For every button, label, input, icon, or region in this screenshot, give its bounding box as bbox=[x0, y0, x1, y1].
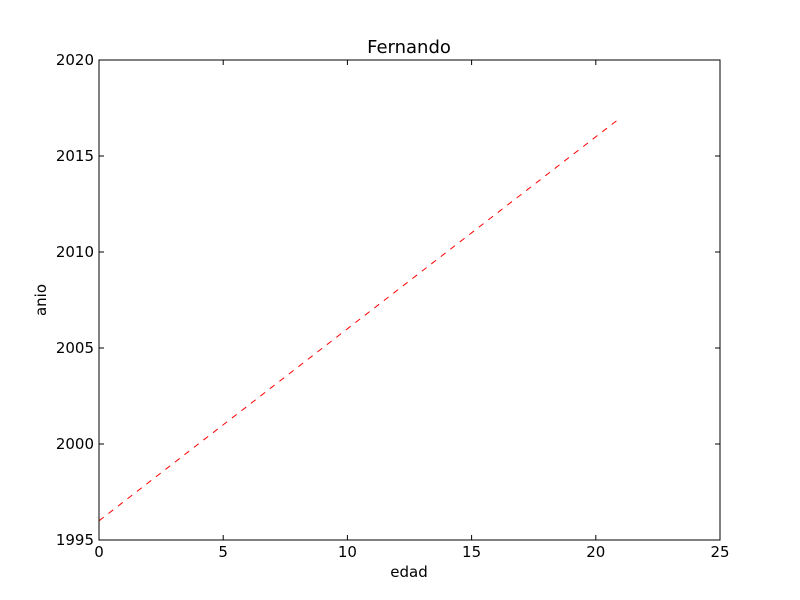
x-tick-label: 25 bbox=[710, 543, 729, 561]
series-layer bbox=[98, 117, 621, 522]
x-tick-label: 20 bbox=[586, 543, 605, 561]
x-tick-label: 5 bbox=[218, 543, 228, 561]
y-tick-label: 2005 bbox=[56, 339, 94, 357]
x-axis-label: edad bbox=[390, 563, 427, 581]
y-tick-label: 2015 bbox=[56, 147, 94, 165]
x-axis-ticks: 0 5 10 15 20 25 bbox=[94, 60, 730, 561]
y-tick-label: 2000 bbox=[56, 435, 94, 453]
y-tick-label: 1995 bbox=[56, 531, 94, 549]
y-tick-label: 2010 bbox=[56, 243, 94, 261]
y-axis-label: anio bbox=[32, 284, 50, 316]
x-tick-label: 0 bbox=[94, 543, 104, 561]
y-tick-label: 2020 bbox=[56, 51, 94, 69]
chart-title: Fernando bbox=[367, 37, 451, 58]
series-line-0 bbox=[98, 117, 621, 522]
y-axis-ticks: 1995 2000 2005 2010 2015 2020 bbox=[56, 51, 720, 549]
axes-frame bbox=[98, 59, 721, 541]
x-tick-label: 15 bbox=[462, 543, 481, 561]
plot-area: 0 5 10 15 20 25 1995 2000 2005 2010 2015 2020 bbox=[56, 51, 730, 561]
x-tick-label: 10 bbox=[338, 543, 357, 561]
